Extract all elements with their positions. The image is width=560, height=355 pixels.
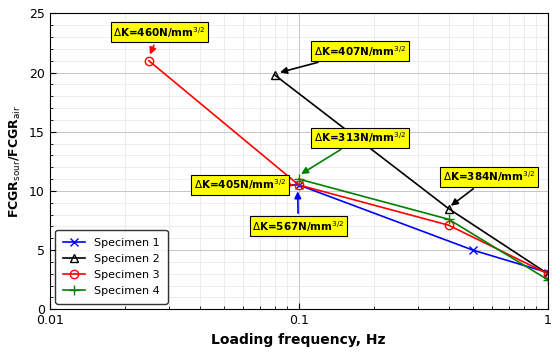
Specimen 1 [295, 183, 302, 187]
Specimen 4 [445, 217, 452, 222]
Specimen 1 [544, 271, 551, 275]
Specimen 3 [295, 183, 302, 187]
Specimen 3 [445, 223, 452, 227]
Text: $\Delta$K=384N/mm$^{3/2}$: $\Delta$K=384N/mm$^{3/2}$ [443, 169, 535, 204]
Specimen 1 [221, 183, 227, 187]
Text: $\Delta$K=460N/mm$^{3/2}$: $\Delta$K=460N/mm$^{3/2}$ [113, 25, 206, 53]
Specimen 3 [544, 272, 551, 276]
Text: $\Delta$K=567N/mm$^{3/2}$: $\Delta$K=567N/mm$^{3/2}$ [252, 193, 344, 234]
Line: Specimen 4: Specimen 4 [294, 174, 553, 284]
Specimen 2 [544, 272, 551, 276]
Specimen 2 [271, 73, 278, 77]
X-axis label: Loading frequency, Hz: Loading frequency, Hz [212, 333, 386, 347]
Text: $\Delta$K=405N/mm$^{3/2}$: $\Delta$K=405N/mm$^{3/2}$ [194, 178, 292, 192]
Specimen 2 [445, 207, 452, 211]
Specimen 4 [544, 278, 551, 282]
Line: Specimen 2: Specimen 2 [270, 71, 552, 278]
Specimen 3 [146, 59, 152, 63]
Line: Specimen 1: Specimen 1 [220, 181, 552, 277]
Y-axis label: FCGR$_{\mathsf{sour}}$/FCGR$_{\mathsf{air}}$: FCGR$_{\mathsf{sour}}$/FCGR$_{\mathsf{ai… [8, 105, 24, 218]
Line: Specimen 3: Specimen 3 [144, 56, 552, 278]
Specimen 1 [469, 248, 476, 252]
Text: $\Delta$K=313N/mm$^{3/2}$: $\Delta$K=313N/mm$^{3/2}$ [302, 130, 406, 173]
Text: $\Delta$K=407N/mm$^{3/2}$: $\Delta$K=407N/mm$^{3/2}$ [282, 44, 406, 73]
Specimen 4 [295, 177, 302, 181]
Legend: Specimen 1, Specimen 2, Specimen 3, Specimen 4: Specimen 1, Specimen 2, Specimen 3, Spec… [55, 230, 167, 304]
